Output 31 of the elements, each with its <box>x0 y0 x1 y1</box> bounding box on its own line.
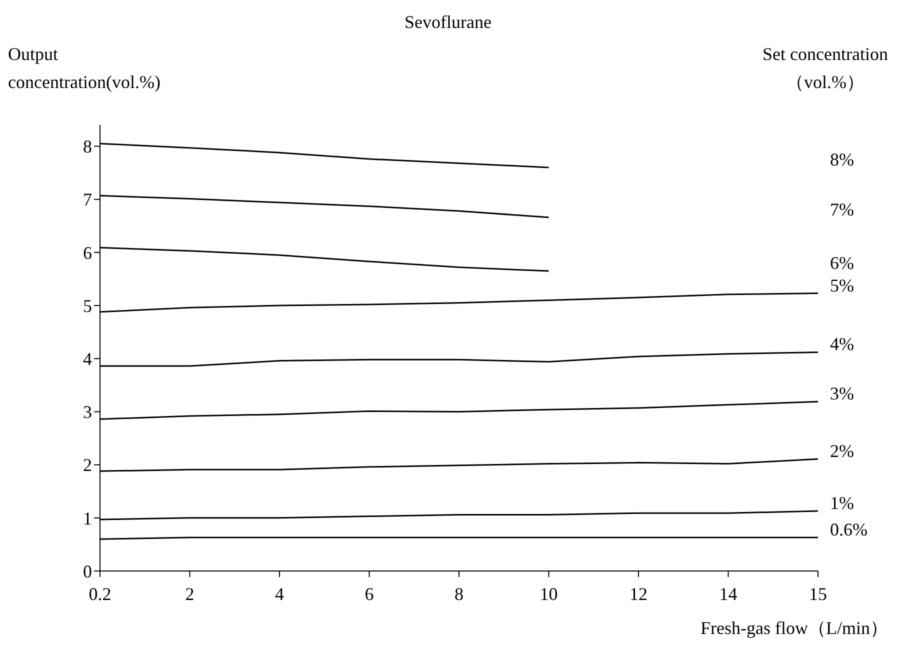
x-tick-label: 2 <box>185 584 194 604</box>
y-tick-label: 7 <box>83 190 92 210</box>
y-tick-label: 2 <box>83 455 92 476</box>
y-tick-label: 5 <box>83 296 92 316</box>
x-tick-label: 8 <box>454 584 464 604</box>
y-tick-label: 8 <box>83 136 92 157</box>
text: 6% <box>830 253 854 274</box>
series-label: 3% <box>830 384 854 404</box>
x-tick-label: 12 <box>630 584 648 604</box>
series-label: 2% <box>830 440 854 461</box>
y-tick-label: 3 <box>83 402 92 422</box>
x-tick-label: 4 <box>275 584 284 604</box>
x-axis-title: Fresh-gas flow（L/min） <box>700 617 888 640</box>
series-label: 0.6% <box>830 520 868 540</box>
text: 7% <box>830 199 854 220</box>
text: 8% <box>830 149 854 170</box>
x-tick-label: 6 <box>364 584 374 604</box>
y-tick-label: 1 <box>83 508 92 528</box>
x-tick-label: 14 <box>719 584 738 604</box>
x-tick-label: 10 <box>540 584 558 604</box>
series-label: 5% <box>830 275 854 296</box>
x-tick-label: 15 <box>809 584 827 604</box>
y-tick-label: 4 <box>83 349 92 370</box>
series-label: 4% <box>830 334 854 354</box>
y-tick-label: 6 <box>83 242 92 263</box>
chart-title: Sevoflurane <box>404 11 492 34</box>
legend-title: Set concentration （vol.%） <box>762 43 888 94</box>
y-axis-title: Output concentration(vol.%) <box>8 43 160 94</box>
y-tick-label: 0 <box>83 561 92 582</box>
x-tick-label: 0.2 <box>88 584 112 604</box>
series-label: 1% <box>830 493 854 513</box>
